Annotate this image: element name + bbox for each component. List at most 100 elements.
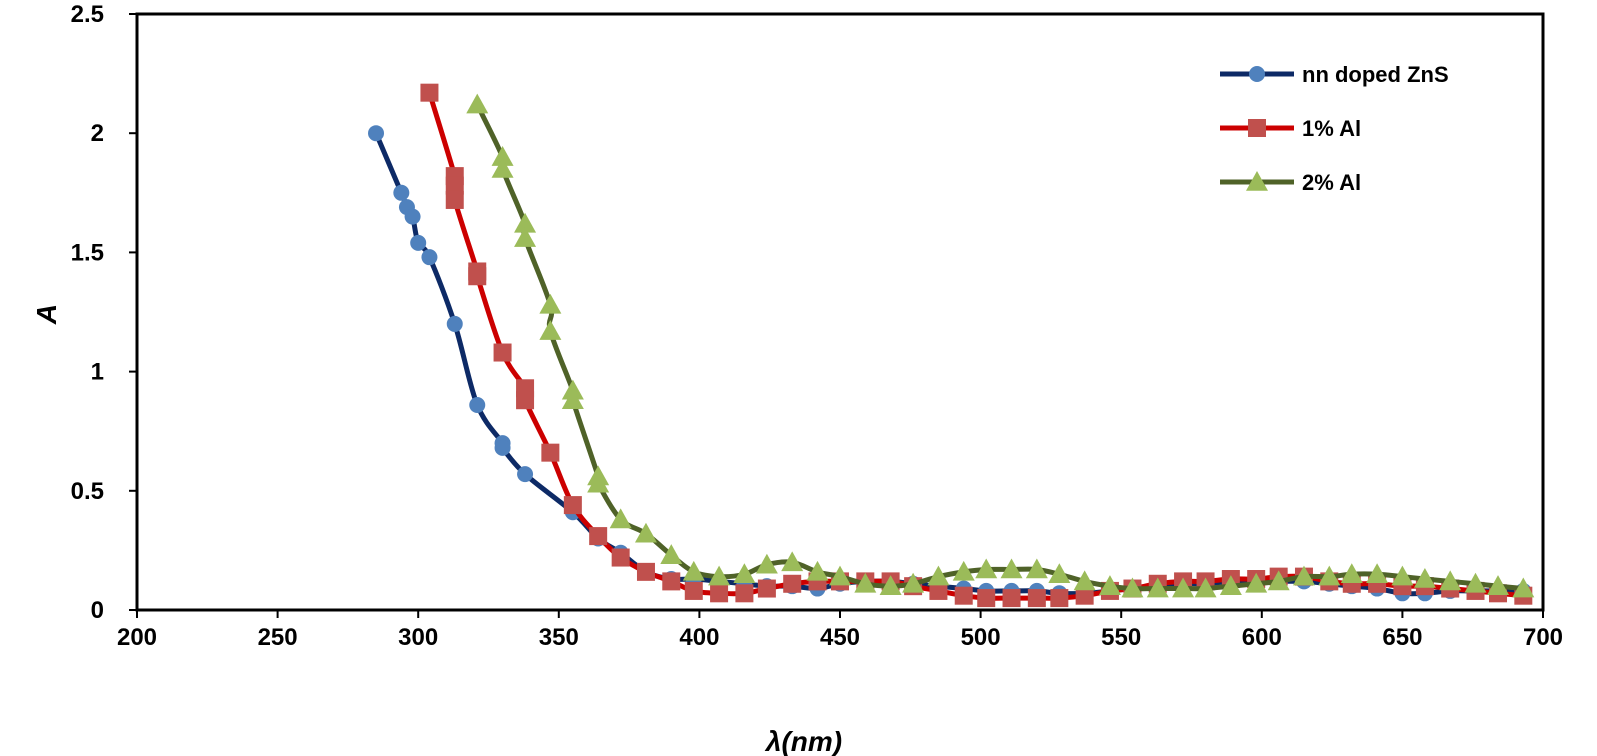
data-point-square-marker: [611, 548, 630, 567]
data-point-circle-marker: [368, 125, 385, 142]
axis-ticks: 200 250 300 350 400 450 500 550 600 650 700 0 0.5 1 1.…: [71, 1, 1563, 651]
data-point-triangle-marker: [1267, 570, 1290, 591]
data-point-circle-marker: [393, 184, 410, 201]
data-point-triangle-marker: [1292, 565, 1315, 586]
data-point-circle-marker: [410, 234, 427, 251]
data-point-triangle-marker: [1194, 577, 1217, 598]
data-point-triangle-marker: [1098, 575, 1121, 595]
data-point-triangle-marker: [682, 560, 705, 581]
x-tick-label: 550: [1101, 624, 1141, 651]
data-point-triangle-marker: [975, 558, 998, 579]
data-point-triangle-marker: [879, 575, 902, 595]
data-point-circle-marker: [517, 466, 534, 483]
data-point-triangle-marker: [1025, 558, 1048, 579]
data-point-square-marker: [563, 496, 582, 515]
data-point-square-marker: [1002, 589, 1021, 608]
x-tick-label: 600: [1242, 624, 1282, 651]
data-point-triangle-marker: [491, 157, 514, 178]
data-point-triangle-marker: [1121, 577, 1144, 598]
x-tick-label: 450: [820, 624, 860, 651]
data-point-triangle-marker: [1219, 575, 1242, 595]
legend-label: nn doped ZnS: [1302, 62, 1449, 87]
data-point-triangle-marker: [781, 551, 804, 572]
data-point-square-marker: [684, 581, 703, 600]
data-point-circle-marker: [421, 249, 438, 266]
data-point-triangle-marker: [1318, 565, 1341, 586]
y-tick-label: 1.5: [71, 239, 104, 266]
y-tick-label: 1: [91, 359, 104, 386]
x-tick-label: 250: [258, 624, 298, 651]
data-point-triangle-marker: [708, 565, 731, 586]
data-point-circle-marker: [469, 396, 486, 413]
data-point-triangle-marker: [952, 560, 975, 581]
legend-square-marker: [1248, 119, 1266, 137]
data-point-triangle-marker: [539, 293, 562, 314]
data-point-triangle-marker: [902, 572, 925, 593]
x-tick-label: 400: [679, 624, 719, 651]
data-point-square-marker: [783, 574, 802, 593]
y-tick-label: 2.5: [71, 1, 104, 28]
data-point-square-marker: [662, 572, 681, 591]
data-point-triangle-marker: [806, 560, 829, 581]
data-point-triangle-marker: [561, 389, 584, 410]
data-point-triangle-marker: [755, 553, 778, 574]
data-point-square-marker: [757, 579, 776, 598]
x-tick-label: 300: [398, 624, 438, 651]
data-point-triangle-marker: [634, 522, 657, 543]
data-point-square-marker: [636, 562, 655, 581]
legend-triangle-marker: [1246, 171, 1268, 191]
x-tick-label: 650: [1382, 624, 1422, 651]
data-point-triangle-marker: [1512, 577, 1535, 598]
data-point-triangle-marker: [927, 565, 950, 586]
data-point-square-marker: [710, 584, 729, 603]
y-axis-title: A: [31, 304, 62, 325]
data-point-circle-marker: [446, 315, 463, 332]
legend: nn doped ZnS 1% Al 2% Al: [1220, 62, 1449, 195]
data-point-triangle-marker: [1439, 570, 1462, 591]
data-point-triangle-marker: [854, 572, 877, 593]
data-point-square-marker: [735, 584, 754, 603]
data-point-circle-marker: [494, 439, 511, 456]
data-point-triangle-marker: [609, 508, 632, 529]
series-layer: [368, 83, 1535, 608]
plot-area: [135, 12, 1545, 612]
legend-label: 2% Al: [1302, 170, 1361, 195]
x-tick-label: 500: [961, 624, 1001, 651]
series-2: [466, 93, 1535, 598]
data-point-triangle-marker: [1172, 577, 1195, 598]
data-point-square-marker: [445, 190, 464, 209]
data-point-square-marker: [541, 443, 560, 462]
y-tick-label: 0: [91, 597, 104, 624]
data-point-square-marker: [589, 527, 608, 546]
legend-circle-marker: [1249, 66, 1265, 82]
data-point-triangle-marker: [587, 472, 610, 493]
data-point-triangle-marker: [539, 320, 562, 340]
data-point-triangle-marker: [1146, 577, 1169, 598]
data-point-triangle-marker: [491, 146, 514, 166]
data-point-square-marker: [420, 83, 439, 102]
x-tick-label: 700: [1523, 624, 1563, 651]
data-point-triangle-marker: [1000, 558, 1023, 579]
data-point-triangle-marker: [1245, 572, 1268, 593]
data-point-triangle-marker: [1366, 563, 1389, 584]
x-tick-label: 350: [539, 624, 579, 651]
y-tick-label: 0.5: [71, 478, 104, 505]
data-point-square-marker: [468, 267, 487, 286]
data-point-square-marker: [516, 391, 535, 410]
legend-entry: 1% Al: [1220, 116, 1361, 141]
data-point-triangle-marker: [1464, 572, 1487, 593]
legend-entry: nn doped ZnS: [1220, 62, 1449, 87]
data-point-triangle-marker: [514, 212, 537, 233]
data-point-triangle-marker: [514, 227, 537, 247]
data-point-triangle-marker: [660, 544, 683, 564]
data-point-triangle-marker: [466, 93, 489, 114]
data-point-square-marker: [493, 343, 512, 362]
data-point-square-marker: [445, 176, 464, 195]
x-axis-title: λ(nm): [764, 726, 842, 756]
y-tick-label: 2: [91, 120, 104, 147]
data-point-square-marker: [1075, 586, 1094, 605]
x-tick-label: 200: [117, 624, 157, 651]
data-point-triangle-marker: [733, 563, 756, 584]
data-point-square-marker: [1027, 589, 1046, 608]
